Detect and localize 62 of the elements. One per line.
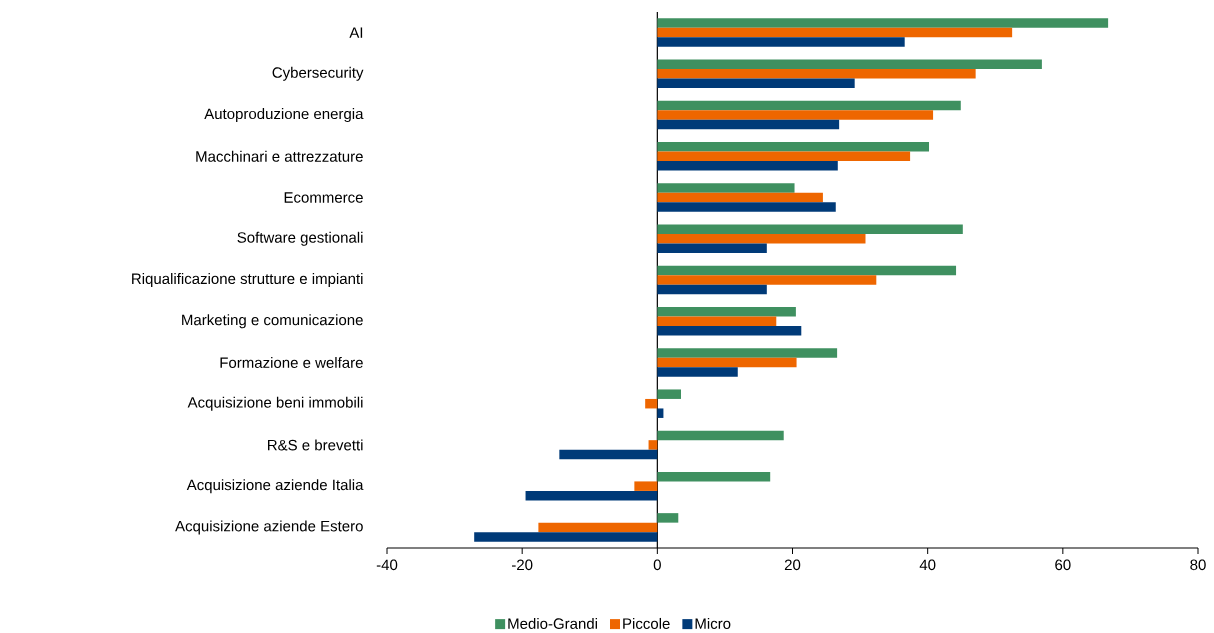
bar xyxy=(634,481,658,491)
bar xyxy=(657,430,784,441)
bar xyxy=(657,265,957,276)
bar xyxy=(559,449,658,460)
y-tick-label: AI xyxy=(349,27,363,38)
bar xyxy=(657,69,976,79)
bar xyxy=(525,490,658,501)
y-tick-label: Acquisizione aziende Italia xyxy=(186,479,364,494)
bar xyxy=(657,389,681,399)
legend-label: Medio-Grandi xyxy=(508,617,597,629)
bar xyxy=(657,471,771,482)
bar xyxy=(657,78,855,89)
bar xyxy=(657,192,823,203)
x-tick-label: 0 xyxy=(653,559,661,571)
bar xyxy=(648,440,658,450)
legend-label: Piccole xyxy=(623,617,670,629)
y-tick-label: Acquisizione aziende Estero xyxy=(175,520,363,535)
bar xyxy=(657,284,767,295)
y-tick-label: Cybersecurity xyxy=(272,66,364,81)
bar xyxy=(657,59,1042,70)
bar xyxy=(657,202,836,212)
x-tick-label: -20 xyxy=(511,559,533,571)
y-tick-label: Software gestionali xyxy=(237,231,363,246)
y-tick-label: Ecommerce xyxy=(284,192,363,203)
bar xyxy=(657,183,795,193)
x-tick-label: 40 xyxy=(919,559,936,571)
bar xyxy=(657,408,664,418)
bar xyxy=(657,275,877,285)
bar xyxy=(657,316,777,326)
bar xyxy=(657,367,738,377)
x-tick-label: 20 xyxy=(784,559,801,571)
bar xyxy=(657,119,840,130)
bar xyxy=(657,513,679,523)
y-tick-label: Formazione e welfare xyxy=(220,356,363,368)
bar xyxy=(657,224,963,235)
y-tick-label: Marketing e comunicazione xyxy=(182,314,363,329)
bar xyxy=(657,151,911,162)
bar xyxy=(657,306,796,317)
x-tick-label: 60 xyxy=(1055,559,1071,571)
y-tick-label: Riqualificazione strutture e impianti xyxy=(132,273,363,287)
bar xyxy=(657,348,838,358)
x-tick-label: -40 xyxy=(376,559,398,571)
bar xyxy=(657,243,767,254)
bar xyxy=(657,100,961,111)
bar xyxy=(657,234,866,244)
bar xyxy=(657,27,1013,38)
legend-label: Micro xyxy=(695,617,731,629)
bar xyxy=(657,357,797,368)
x-tick-label: 80 xyxy=(1190,559,1206,571)
bar xyxy=(657,18,1109,28)
bar xyxy=(538,522,658,533)
bar xyxy=(645,398,658,409)
bar xyxy=(657,325,802,336)
bar xyxy=(657,110,934,120)
y-tick-label: Acquisizione beni immobili xyxy=(187,396,363,411)
bar xyxy=(657,142,930,152)
bar xyxy=(657,37,905,47)
y-tick-label: Macchinari e attrezzature xyxy=(196,150,363,162)
y-tick-label: R&S e brevetti xyxy=(268,439,363,451)
bar xyxy=(657,161,838,171)
y-tick-label: Autoproduzione energia xyxy=(204,108,364,123)
bar xyxy=(474,532,658,542)
